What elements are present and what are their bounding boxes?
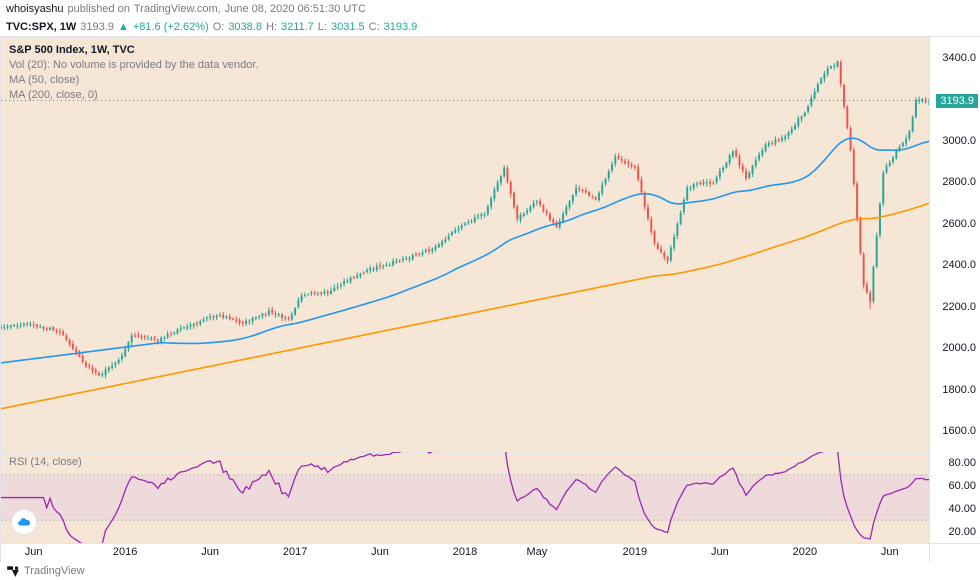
x-tick: Jun: [201, 546, 219, 558]
rsi-y-tick: 80.00: [948, 457, 976, 469]
y-tick: 2200.0: [942, 301, 976, 313]
y-tick: 1600.0: [942, 425, 976, 437]
c-label: C:: [369, 21, 380, 33]
last-price: 3193.9: [80, 21, 114, 33]
tradingview-logo-icon: [6, 564, 20, 578]
x-tick: 2017: [283, 546, 307, 558]
x-tick: Jun: [25, 546, 43, 558]
x-tick: Jun: [711, 546, 729, 558]
published-word: published on: [67, 3, 129, 15]
legend-vol: Vol (20): No volume is provided by the d…: [9, 58, 258, 73]
h-label: H:: [266, 21, 277, 33]
legend-ma50: MA (50, close): [9, 73, 258, 88]
publish-header: whoisyashu published on TradingView.com,…: [0, 0, 980, 18]
o-label: O:: [213, 21, 225, 33]
x-tick: 2018: [453, 546, 477, 558]
site: TradingView.com,: [134, 3, 221, 15]
rsi-y-tick: 40.00: [948, 503, 976, 515]
o-value: 3038.8: [228, 21, 262, 33]
y-tick: 3400.0: [942, 52, 976, 64]
symbol: TVC:SPX, 1W: [6, 21, 76, 33]
chart-legend: S&P 500 Index, 1W, TVC Vol (20): No volu…: [9, 43, 258, 103]
change: +81.6 (+2.62%): [133, 21, 209, 33]
y-tick: 1800.0: [942, 384, 976, 396]
x-tick: Jun: [371, 546, 389, 558]
h-value: 3211.7: [281, 21, 314, 33]
x-tick: Jun: [881, 546, 899, 558]
rsi-y-tick: 20.00: [948, 526, 976, 538]
x-tick: May: [526, 546, 547, 558]
snapshot-button[interactable]: [11, 509, 37, 535]
x-tick: 2020: [793, 546, 817, 558]
footer: TradingView: [0, 562, 91, 580]
rsi-legend: RSI (14, close): [9, 456, 82, 468]
rsi-y-tick: 60.00: [948, 480, 976, 492]
brand-text: TradingView: [24, 565, 85, 577]
y-tick: 2800.0: [942, 176, 976, 188]
y-tick: 2400.0: [942, 259, 976, 271]
y-tick: 3000.0: [942, 135, 976, 147]
l-label: L:: [318, 21, 327, 33]
timestamp: June 08, 2020 06:51:30 UTC: [225, 3, 366, 15]
c-value: 3193.9: [384, 21, 418, 33]
x-axis[interactable]: Jun 2016 Jun 2017 Jun 2018 May 2019 Jun 2020 Jun: [0, 544, 930, 562]
ohlc-bar: TVC:SPX, 1W 3193.9 ▲ +81.6 (+2.62%) O: 3…: [0, 18, 980, 36]
rsi-plot: [1, 452, 929, 543]
y-axis[interactable]: 1600.0 1800.0 2000.0 2200.0 2400.0 2600.0 2800…: [930, 36, 980, 544]
legend-title: S&P 500 Index, 1W, TVC: [9, 43, 258, 58]
x-tick: 2019: [623, 546, 647, 558]
chart-area[interactable]: S&P 500 Index, 1W, TVC Vol (20): No volu…: [0, 36, 930, 544]
username: whoisyashu: [6, 3, 63, 15]
last-price-label: 3193.9: [936, 94, 978, 108]
x-tick: 2016: [113, 546, 137, 558]
y-tick: 2000.0: [942, 342, 976, 354]
cloud-icon: [17, 515, 31, 529]
legend-ma200: MA (200, close, 0): [9, 88, 258, 103]
arrow-up-icon: ▲: [118, 21, 129, 33]
l-value: 3031.5: [331, 21, 365, 33]
y-tick: 2600.0: [942, 218, 976, 230]
